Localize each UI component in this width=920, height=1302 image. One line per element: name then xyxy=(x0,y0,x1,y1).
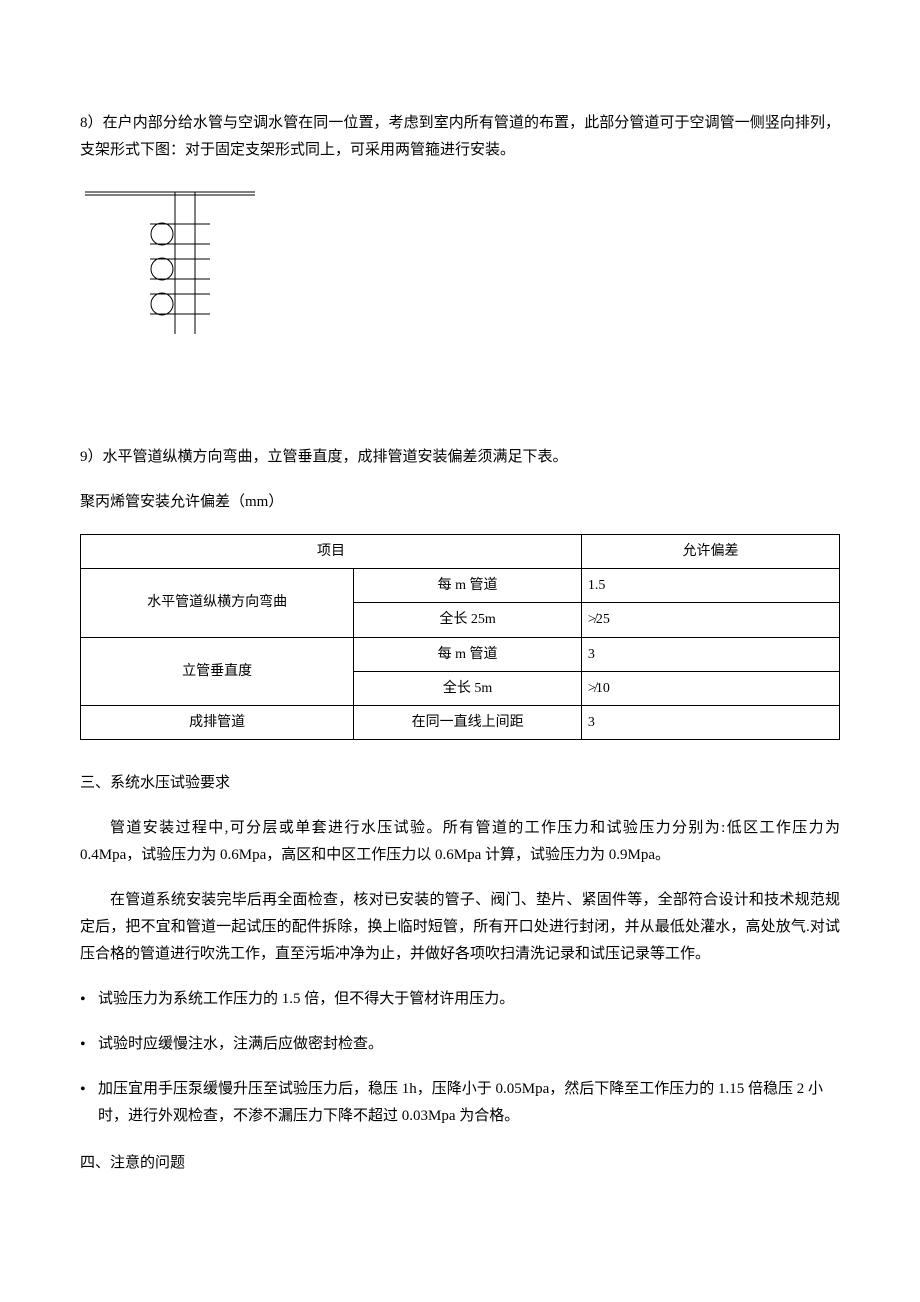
item-cell: 每 m 管道 xyxy=(354,637,582,671)
dev-cell: 1.5 xyxy=(581,569,839,603)
dev-cell: ≯10 xyxy=(581,671,839,705)
item-cell: 全长 25m xyxy=(354,603,582,637)
table-caption: 聚丙烯管安装允许偏差（mm） xyxy=(80,489,840,516)
section-3-title: 三、系统水压试验要求 xyxy=(80,770,840,797)
table-row: 项目 允许偏差 xyxy=(81,535,840,569)
item-cell: 每 m 管道 xyxy=(354,569,582,603)
list-item: 试验压力为系统工作压力的 1.5 倍，但不得大于管材许用压力。 xyxy=(80,986,840,1013)
deviation-table: 项目 允许偏差 水平管道纵横方向弯曲 每 m 管道 1.5 全长 25m ≯25… xyxy=(80,534,840,740)
section-3-para2: 在管道系统安装完毕后再全面检查，核对已安装的管子、阀门、垫片、紧固件等，全部符合… xyxy=(80,887,840,968)
table-row: 立管垂直度 每 m 管道 3 xyxy=(81,637,840,671)
dev-cell: ≯25 xyxy=(581,603,839,637)
item-9-text: 9）水平管道纵横方向弯曲，立管垂直度，成排管道安装偏差须满足下表。 xyxy=(80,444,840,471)
list-item: 试验时应缓慢注水，注满后应做密封检查。 xyxy=(80,1031,840,1058)
table-row: 成排管道 在同一直线上间距 3 xyxy=(81,705,840,739)
list-item: 加压宜用手压泵缓慢升压至试验压力后，稳压 1h，压降小于 0.05Mpa，然后下… xyxy=(80,1076,840,1130)
cat-row-pipe: 成排管道 xyxy=(81,705,354,739)
dev-cell: 3 xyxy=(581,637,839,671)
table-row: 水平管道纵横方向弯曲 每 m 管道 1.5 xyxy=(81,569,840,603)
header-deviation: 允许偏差 xyxy=(581,535,839,569)
section-4-title: 四、注意的问题 xyxy=(80,1150,840,1177)
dev-cell: 3 xyxy=(581,705,839,739)
cat-vertical: 立管垂直度 xyxy=(81,637,354,705)
header-project: 项目 xyxy=(81,535,582,569)
cat-horizontal: 水平管道纵横方向弯曲 xyxy=(81,569,354,637)
section-3-para1: 管道安装过程中,可分层或单套进行水压试验。所有管道的工作压力和试验压力分别为:低… xyxy=(80,815,840,869)
item-8-text: 8）在户内部分给水管与空调水管在同一位置，考虑到室内所有管道的布置，此部分管道可… xyxy=(80,110,840,164)
bullet-list: 试验压力为系统工作压力的 1.5 倍，但不得大于管材许用压力。 试验时应缓慢注水… xyxy=(80,986,840,1130)
item-cell: 在同一直线上间距 xyxy=(354,705,582,739)
item-cell: 全长 5m xyxy=(354,671,582,705)
bracket-diagram xyxy=(80,184,840,354)
